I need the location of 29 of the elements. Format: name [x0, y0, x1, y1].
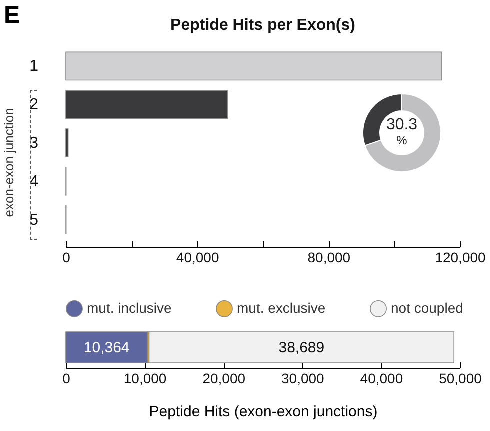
y-tick-label: 3	[30, 135, 39, 152]
y-tick-label: 5	[30, 212, 39, 229]
x-tick-label: 80,000	[308, 250, 351, 266]
bar	[66, 128, 69, 158]
annotation: %	[396, 134, 408, 148]
x-tick-label: 10,000	[124, 370, 167, 386]
x-tick-label: 50,000	[439, 370, 482, 386]
x-tick-label: 20,000	[202, 370, 246, 386]
x-tick-label: 40,000	[176, 250, 220, 266]
legend-label: mut. inclusive	[87, 300, 172, 316]
legend-label: not coupled	[391, 300, 464, 316]
data-label: 10,364	[84, 340, 130, 356]
donut-slice	[364, 94, 442, 172]
y-tick-label: 1	[30, 58, 39, 76]
x-tick-label: 0	[62, 250, 71, 266]
x-tick-label: 120,000	[435, 250, 486, 266]
bar	[66, 90, 228, 120]
data-label: 38,689	[278, 340, 325, 356]
legend-label: mut. exclusive	[237, 300, 326, 316]
x-tick-label: 30,000	[281, 370, 325, 386]
x-tick-label: 0	[62, 370, 71, 386]
annotation: 30.3	[386, 116, 418, 134]
y-tick-label: 2	[30, 96, 39, 114]
text: E	[4, 2, 20, 30]
chart-title: Peptide Hits per Exon(s)	[170, 17, 356, 34]
x-tick-label: 40,000	[360, 370, 404, 386]
y-axis-title: exon-exon junction	[2, 108, 16, 218]
bar	[66, 52, 442, 81]
x-axis-title: Peptide Hits (exon-exon junctions)	[149, 404, 378, 420]
